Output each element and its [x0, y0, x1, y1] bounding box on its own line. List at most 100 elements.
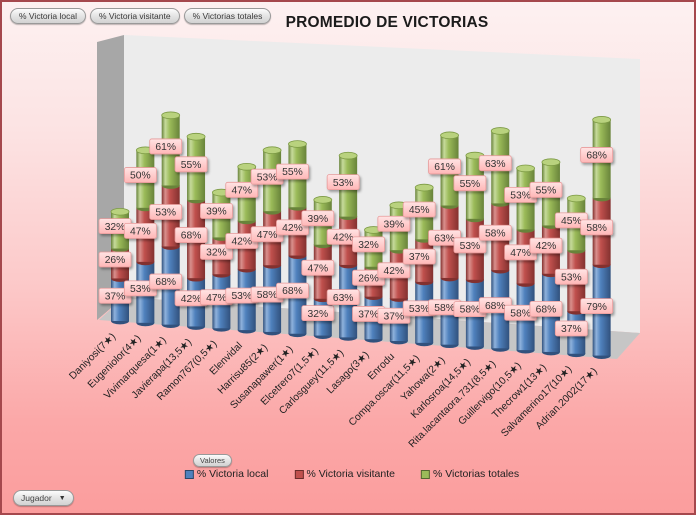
data-label: 39% [301, 210, 335, 227]
svg-text:37%: 37% [384, 311, 405, 322]
svg-text:53%: 53% [409, 304, 430, 315]
data-label: 39% [377, 215, 411, 232]
svg-text:68%: 68% [282, 286, 303, 297]
svg-text:53%: 53% [333, 178, 354, 189]
filter-button-victoria-visitante[interactable]: % Victoria visitante [89, 8, 180, 24]
data-label: 55% [276, 163, 309, 180]
data-label: 45% [402, 201, 436, 218]
category-label: Daniyosi(7★) [67, 331, 118, 382]
svg-text:37%: 37% [561, 324, 582, 335]
dropdown-arrow-icon: ▼ [58, 494, 66, 502]
cylinder-top-cap [592, 116, 612, 124]
data-label: 42% [225, 233, 259, 249]
svg-text:68%: 68% [485, 301, 506, 312]
data-label: 58% [478, 224, 512, 241]
svg-text:50%: 50% [130, 171, 151, 182]
svg-text:39%: 39% [307, 214, 328, 225]
data-label: 68% [580, 147, 614, 163]
cylinder-top-cap [541, 158, 561, 166]
legend-item-visitante[interactable]: % Victoria visitante [294, 468, 395, 480]
legend-item-local[interactable]: % Victoria local [184, 468, 269, 480]
data-label: 53% [149, 204, 183, 220]
svg-text:79%: 79% [586, 302, 607, 313]
svg-text:53%: 53% [231, 291, 252, 302]
svg-text:47%: 47% [307, 263, 328, 274]
svg-text:68%: 68% [586, 151, 607, 162]
svg-text:47%: 47% [257, 230, 278, 241]
svg-text:47%: 47% [206, 293, 227, 304]
data-label: 47% [225, 181, 259, 198]
svg-text:58%: 58% [586, 223, 607, 234]
svg-text:42%: 42% [231, 237, 252, 248]
data-label: 42% [377, 262, 411, 279]
data-label: 47% [504, 244, 538, 261]
svg-text:53%: 53% [130, 284, 151, 295]
filter-bar: % Victoria local % Victoria visitante % … [10, 8, 272, 24]
data-label: 42% [529, 237, 563, 254]
cylinder-top-cap [288, 140, 307, 148]
cylinder-top-cap [440, 131, 459, 140]
svg-text:45%: 45% [561, 216, 582, 227]
legend-swatch-totales-icon [420, 469, 430, 479]
data-label: 53% [326, 174, 360, 191]
data-label: 61% [428, 158, 461, 175]
svg-text:37%: 37% [105, 291, 126, 302]
filter-button-victoria-local[interactable]: % Victoria local [10, 8, 86, 24]
svg-text:61%: 61% [155, 142, 176, 153]
svg-text:63%: 63% [333, 293, 354, 304]
svg-text:45%: 45% [409, 205, 430, 216]
data-label: 32% [199, 243, 233, 260]
svg-text:58%: 58% [460, 305, 481, 316]
svg-text:55%: 55% [460, 179, 481, 190]
svg-text:55%: 55% [282, 167, 303, 178]
data-label: 53% [453, 237, 487, 254]
svg-text:32%: 32% [358, 240, 379, 251]
data-label: 68% [174, 227, 208, 243]
svg-text:55%: 55% [536, 185, 557, 196]
svg-text:53%: 53% [460, 241, 481, 252]
cylinder-top-cap [516, 164, 535, 173]
legend-label-totales: % Victorias totales [432, 468, 520, 480]
svg-text:63%: 63% [485, 159, 506, 170]
data-label: 61% [149, 138, 183, 155]
svg-text:37%: 37% [358, 310, 379, 321]
data-label: 42% [276, 219, 309, 236]
svg-text:42%: 42% [181, 294, 202, 305]
data-label: 37% [377, 307, 411, 324]
svg-text:42%: 42% [536, 241, 557, 252]
chart-legend: % Victoria local % Victoria visitante % … [184, 468, 520, 480]
legend-item-totales[interactable]: % Victorias totales [420, 468, 520, 480]
valores-button[interactable]: Valores [193, 454, 232, 467]
cylinder-top-cap [313, 196, 333, 204]
data-label: 32% [301, 305, 335, 322]
cylinder-top-cap [414, 183, 434, 192]
svg-text:68%: 68% [155, 277, 176, 288]
data-label: 53% [554, 268, 588, 285]
svg-text:53%: 53% [155, 208, 176, 219]
data-label: 55% [174, 156, 208, 173]
data-label: 55% [453, 175, 487, 192]
svg-text:37%: 37% [409, 252, 430, 263]
data-label: 47% [301, 259, 335, 276]
data-label: 79% [580, 298, 614, 315]
svg-text:47%: 47% [231, 185, 252, 196]
svg-text:53%: 53% [510, 190, 531, 201]
data-label: 37% [554, 320, 588, 337]
svg-text:32%: 32% [206, 247, 227, 258]
svg-text:58%: 58% [434, 303, 455, 314]
data-label: 32% [352, 236, 385, 253]
legend-label-local: % Victoria local [196, 468, 269, 480]
svg-text:39%: 39% [384, 219, 405, 230]
svg-text:68%: 68% [536, 304, 557, 315]
data-label: 63% [326, 289, 360, 306]
filter-button-victorias-totales[interactable]: % Victorias totales [183, 8, 272, 24]
data-label: 55% [529, 181, 563, 198]
data-label: 68% [276, 282, 309, 299]
jugador-dropdown[interactable]: Jugador ▼ [13, 490, 74, 506]
data-label: 58% [580, 219, 614, 236]
cylinder-top-cap [566, 194, 586, 203]
cylinder-top-cap [110, 207, 130, 216]
jugador-dropdown-label: Jugador [21, 493, 52, 503]
